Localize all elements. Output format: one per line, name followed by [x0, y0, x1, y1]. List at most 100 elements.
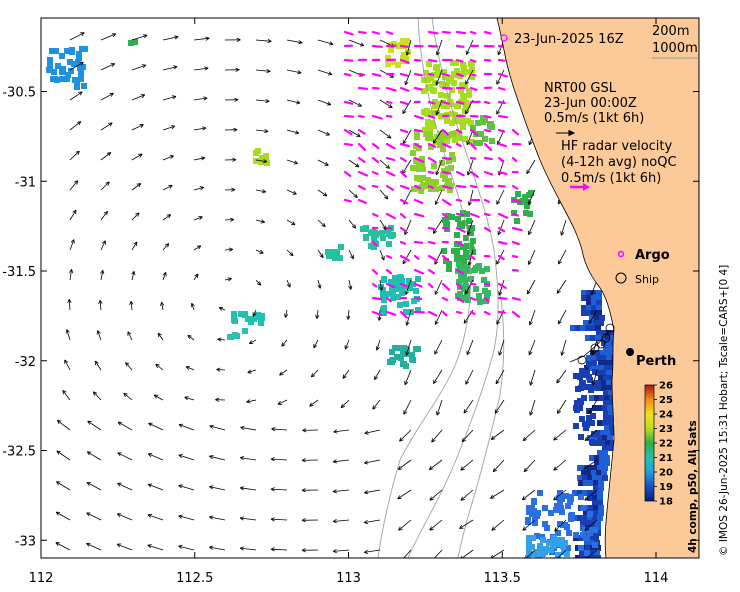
- sst-pixel: [475, 264, 481, 270]
- gsl-scale-arrow-icon: [556, 129, 576, 137]
- radar-arrow: [357, 114, 365, 118]
- current-arrow-head: [315, 314, 320, 319]
- sst-pixel: [553, 507, 559, 513]
- radar-arrow: [427, 170, 435, 174]
- sst-pixel: [458, 88, 464, 94]
- radar-arrow: [357, 156, 366, 163]
- sst-pixel: [597, 420, 603, 426]
- sst-pixel: [598, 375, 604, 381]
- current-arrow-head: [466, 231, 471, 236]
- sst-pixel: [392, 275, 398, 281]
- sst-pixel: [596, 295, 602, 301]
- radar-arrow: [497, 310, 506, 314]
- radar-arrow: [455, 44, 465, 48]
- sst-pixel: [456, 279, 462, 285]
- current-arrow-head: [385, 164, 390, 169]
- current-arrow: [209, 425, 226, 431]
- current-arrow: [193, 67, 209, 71]
- sst-pixel: [589, 439, 595, 445]
- current-arrow: [397, 489, 412, 500]
- sst-pixel: [394, 354, 400, 360]
- sst-pixel: [76, 51, 82, 57]
- sst-pixel: [478, 131, 484, 137]
- sst-pixel: [608, 400, 614, 406]
- current-arrow: [68, 299, 71, 311]
- city-label: Perth: [636, 354, 676, 369]
- sst-pixel: [586, 415, 592, 421]
- current-arrow: [100, 63, 115, 71]
- sst-pixel: [601, 370, 607, 376]
- radar-arrow: [483, 296, 490, 303]
- current-arrow-head: [75, 150, 80, 155]
- current-arrow-head: [103, 210, 108, 216]
- sst-pixel: [64, 76, 70, 82]
- current-arrow-head: [490, 494, 495, 499]
- current-arrow-head: [556, 289, 561, 294]
- radar-arrow: [455, 310, 463, 314]
- current-arrow: [286, 159, 298, 164]
- sst-pixel: [609, 395, 615, 401]
- current-arrow: [286, 189, 297, 195]
- current-arrow: [560, 219, 567, 236]
- current-arrow-head: [402, 259, 407, 265]
- sst-pixel: [586, 355, 592, 361]
- radar-arrow: [343, 58, 354, 62]
- sst-pixel: [76, 55, 82, 61]
- current-arrow-head: [528, 321, 533, 326]
- current-arrow-head: [386, 134, 392, 139]
- sst-pixel: [432, 103, 438, 109]
- current-arrow: [131, 212, 140, 221]
- sst-pixel: [603, 400, 609, 406]
- current-arrow-head: [326, 101, 332, 106]
- sst-pixel: [606, 340, 612, 346]
- current-arrow-head: [332, 519, 337, 524]
- radar-arrow: [413, 72, 423, 77]
- radar-arrow: [343, 30, 354, 36]
- current-arrow: [374, 369, 381, 380]
- sst-pixel: [557, 521, 563, 527]
- current-arrow-head: [460, 496, 465, 501]
- sst-pixel: [604, 455, 610, 461]
- sst-pixel: [46, 67, 52, 73]
- radar-arrow: [441, 30, 451, 34]
- sst-pixel: [232, 318, 238, 324]
- sst-pixel: [420, 166, 426, 172]
- radar-arrow: [385, 100, 393, 104]
- current-arrow: [522, 489, 536, 501]
- x-tick-label: 114: [644, 571, 669, 586]
- current-arrow: [525, 549, 536, 558]
- sst-pixel: [399, 278, 405, 284]
- sst-pixel: [451, 80, 457, 86]
- current-arrow-head: [123, 392, 128, 398]
- current-arrow: [148, 422, 164, 431]
- sst-pixel: [587, 495, 593, 501]
- sst-pixel: [597, 435, 603, 441]
- current-arrow: [252, 309, 257, 317]
- radar-arrow: [371, 240, 378, 247]
- radar-arrow: [497, 282, 507, 289]
- current-arrow-head: [86, 512, 91, 517]
- current-arrow-head: [344, 345, 349, 350]
- sst-pixel: [594, 395, 600, 401]
- sst-pixel: [442, 174, 448, 180]
- sst-pixel: [594, 315, 600, 321]
- sst-pixel: [606, 385, 612, 391]
- sst-pixel: [448, 165, 454, 171]
- current-arrow: [584, 429, 598, 441]
- sst-pixel: [585, 325, 591, 331]
- current-arrow: [270, 548, 288, 551]
- sst-pixel: [577, 465, 583, 471]
- current-arrow: [465, 369, 474, 385]
- sst-pixel: [380, 235, 386, 241]
- current-arrow: [333, 549, 350, 552]
- sst-pixel: [253, 158, 259, 164]
- current-arrow-head: [324, 161, 329, 166]
- radar-arrow: [497, 212, 509, 219]
- current-arrow: [286, 69, 302, 74]
- sst-pixel: [55, 63, 61, 69]
- current-arrow: [467, 219, 474, 236]
- sst-pixel: [589, 455, 595, 461]
- current-arrow-head: [138, 153, 143, 158]
- current-arrow: [405, 279, 412, 295]
- sst-pixel: [59, 53, 65, 59]
